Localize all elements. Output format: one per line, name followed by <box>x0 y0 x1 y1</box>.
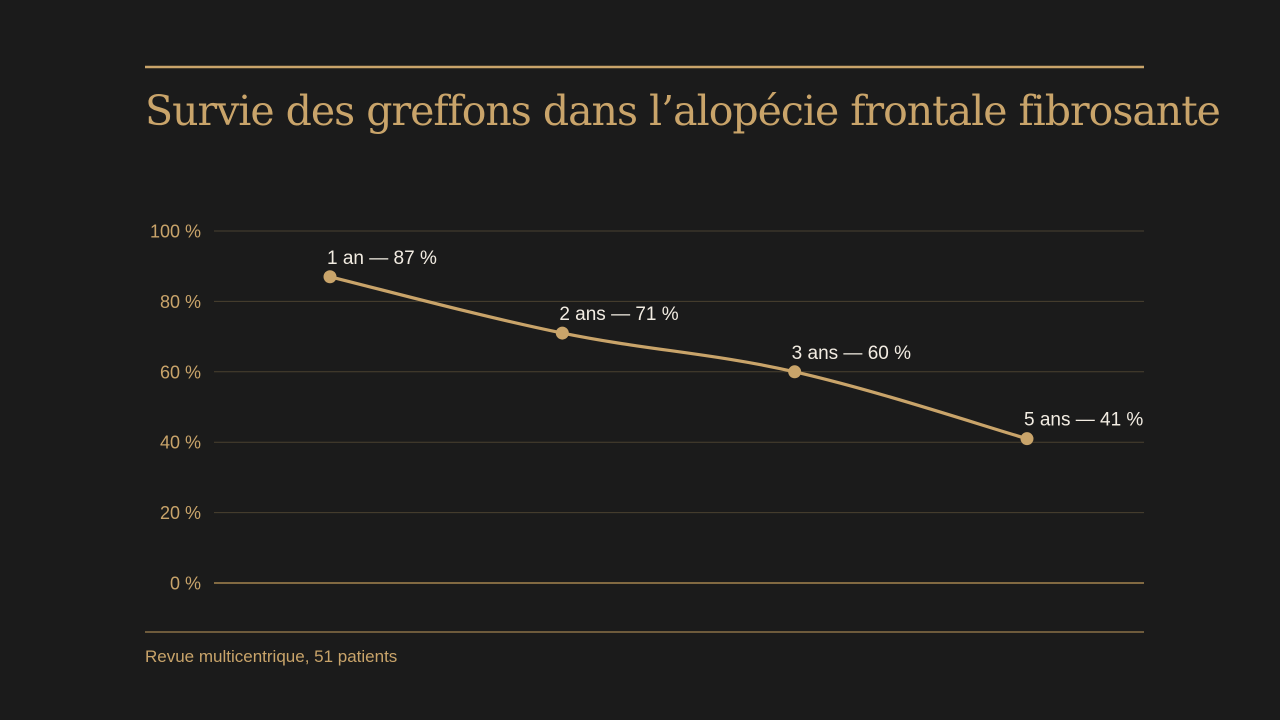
y-tick-label: 80 % <box>160 292 201 312</box>
y-tick-label: 40 % <box>160 433 201 453</box>
data-labels: 1 an — 87 % 2 ans — 71 % 3 ans — 60 % 5 ans… <box>327 248 1143 431</box>
y-tick-label: 20 % <box>160 503 201 523</box>
data-point <box>323 270 337 284</box>
data-points <box>323 270 1034 446</box>
grid-lines <box>214 230 1144 584</box>
y-tick-label: 0 % <box>170 574 201 594</box>
data-point <box>1020 432 1034 446</box>
data-point <box>555 326 569 340</box>
y-axis-tick-labels: 0 % 20 % 40 % 60 % 80 % 100 % <box>150 222 201 594</box>
series-line <box>328 275 1029 441</box>
data-label: 3 ans — 60 % <box>792 343 911 364</box>
source-note: Revue multicentrique, 51 patients <box>145 647 397 666</box>
y-tick-label: 100 % <box>150 222 201 242</box>
data-label: 1 an — 87 % <box>327 248 437 269</box>
data-point <box>788 365 802 379</box>
chart-title: Survie des greffons dans l’alopécie fron… <box>145 87 1220 135</box>
series-line-group <box>328 275 1029 441</box>
y-tick-label: 60 % <box>160 362 201 382</box>
data-label: 5 ans — 41 % <box>1024 410 1143 431</box>
data-label: 2 ans — 71 % <box>559 304 678 325</box>
